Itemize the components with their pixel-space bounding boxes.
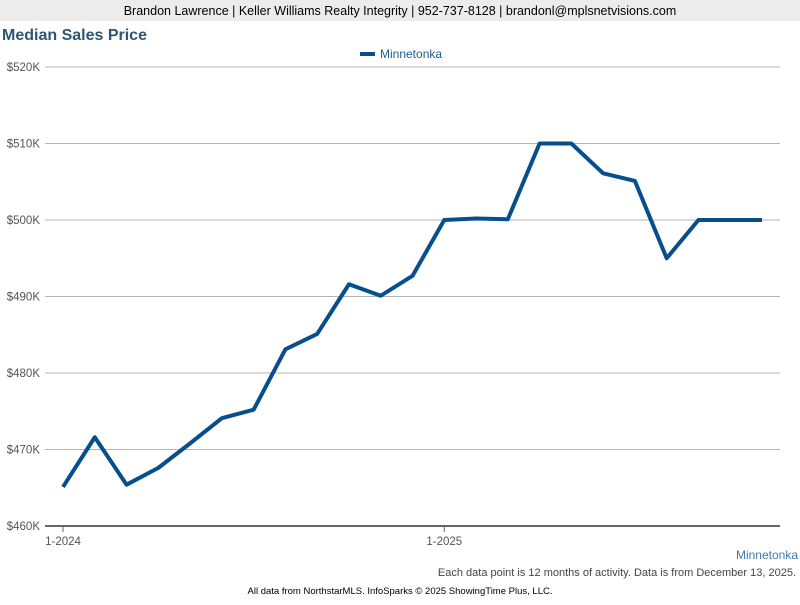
legend-label: Minnetonka: [380, 47, 442, 61]
area-label: Minnetonka: [736, 548, 798, 562]
footer: All data from NorthstarMLS. InfoSparks ©…: [248, 586, 553, 597]
y-tick-label: $470K: [7, 445, 41, 457]
y-tick-label: $460K: [7, 521, 41, 533]
series-line: [61, 141, 762, 489]
chart-title: Median Sales Price: [2, 27, 147, 44]
y-tick-label: $510K: [7, 139, 41, 151]
x-tick-label: 1-2025: [426, 536, 462, 548]
note: Each data point is 12 months of activity…: [438, 567, 796, 579]
header-bar: [0, 0, 800, 21]
y-tick-label: $480K: [7, 368, 41, 380]
x-tick-label: 1-2024: [45, 536, 81, 548]
y-tick-label: $500K: [7, 215, 41, 227]
header-text: Brandon Lawrence | Keller Williams Realt…: [124, 4, 677, 18]
y-tick-label: $520K: [7, 62, 41, 74]
y-tick-label: $490K: [7, 292, 41, 304]
